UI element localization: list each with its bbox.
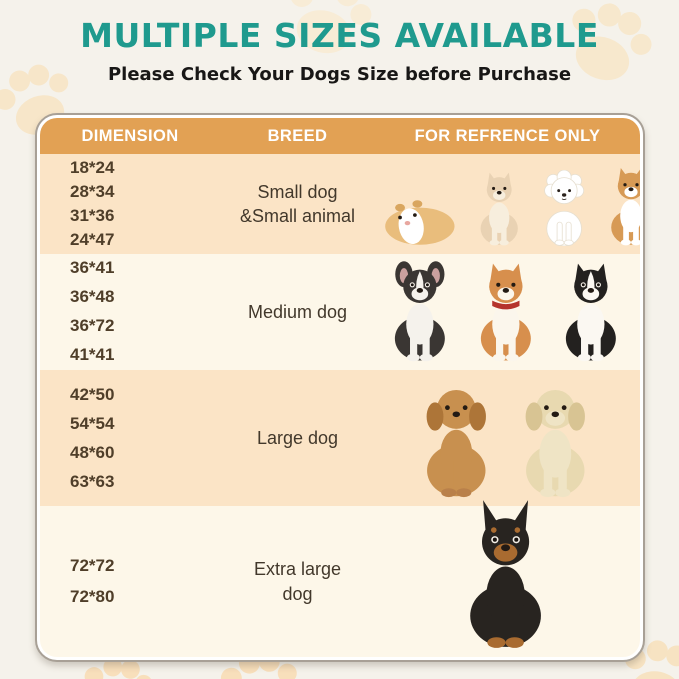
- table-row: 36*41 36*48 36*72 41*41 Medium dog: [40, 254, 640, 370]
- breed-cell: Small dog &Small animal: [220, 154, 375, 254]
- dimension-cell: 72*72 72*80: [40, 506, 220, 657]
- dimension-value: 24*47: [70, 230, 115, 250]
- dimension-value: 72*80: [70, 586, 115, 606]
- reference-cell: [375, 370, 640, 506]
- dimension-value: 42*50: [70, 384, 115, 404]
- column-header-dimension: DIMENSION: [81, 126, 179, 145]
- size-table: DIMENSION BREED FOR REFRENCE ONLY 18*24 2…: [40, 118, 640, 657]
- border-collie-image: [553, 256, 629, 362]
- dimension-cell: 42*50 54*54 48*60 63*63: [40, 370, 220, 506]
- table-header-row: DIMENSION BREED FOR REFRENCE ONLY: [40, 118, 640, 154]
- paw-print-decoration: [540, 0, 675, 112]
- chihuahua-image: [471, 167, 527, 246]
- shiba-inu-image: [468, 256, 544, 362]
- page-header: MULTIPLE SIZES AVAILABLE Please Check Yo…: [0, 16, 679, 85]
- table-row: 18*24 28*34 31*36 24*47 Small dog &Small ani…: [40, 154, 640, 254]
- dimension-value: 36*41: [70, 258, 115, 278]
- reference-cell: [375, 254, 640, 370]
- size-table-card: DIMENSION BREED FOR REFRENCE ONLY 18*24 2…: [35, 113, 645, 662]
- guinea-pig-image: [379, 194, 461, 246]
- breed-cell: Large dog: [220, 370, 375, 506]
- dimension-value: 72*72: [70, 556, 115, 576]
- breed-cell: Medium dog: [220, 254, 375, 370]
- column-header-breed: BREED: [267, 126, 328, 145]
- table-row: 72*72 72*80 Extra large dog: [40, 500, 640, 657]
- reference-cell: [375, 154, 640, 254]
- dimension-value: 18*24: [70, 157, 115, 177]
- dimension-value: 63*63: [70, 472, 115, 492]
- dimension-value: 36*48: [70, 287, 115, 307]
- bichon-frise-image: [537, 170, 591, 246]
- dimension-cell: 18*24 28*34 31*36 24*47: [40, 154, 220, 254]
- dimension-value: 36*72: [70, 316, 115, 335]
- page-subtitle: Please Check Your Dogs Size before Purch…: [107, 64, 572, 85]
- doberman-image: [452, 499, 559, 649]
- breed-label: Extra large dog: [253, 559, 342, 604]
- dimension-value: 28*34: [70, 181, 115, 201]
- column-header-reference: FOR REFRENCE ONLY: [414, 126, 601, 145]
- corgi-image: [601, 162, 640, 246]
- breed-label: Large dog: [256, 427, 339, 448]
- french-bulldog-image: [382, 256, 458, 362]
- dimension-value: 48*60: [70, 443, 115, 462]
- table-row: 42*50 54*54 48*60 63*63 Large dog: [40, 370, 640, 506]
- golden-retriever-image: [412, 374, 501, 498]
- reference-cell: [375, 500, 640, 657]
- dimension-cell: 36*41 36*48 36*72 41*41: [40, 254, 220, 370]
- dimension-value: 31*36: [70, 206, 115, 225]
- breed-label: Medium dog: [247, 301, 348, 322]
- breed-cell: Extra large dog: [220, 506, 375, 657]
- dimension-value: 54*54: [70, 413, 115, 433]
- labrador-image: [511, 374, 600, 498]
- paw-print-decoration: [71, 644, 163, 679]
- paw-print-decoration: [263, 0, 392, 82]
- page-title: MULTIPLE SIZES AVAILABLE: [80, 16, 599, 55]
- table-body: 18*24 28*34 31*36 24*47 Small dog &Small ani…: [40, 154, 640, 657]
- breed-label: Small dog &Small animal: [239, 181, 356, 226]
- dimension-value: 41*41: [70, 344, 115, 364]
